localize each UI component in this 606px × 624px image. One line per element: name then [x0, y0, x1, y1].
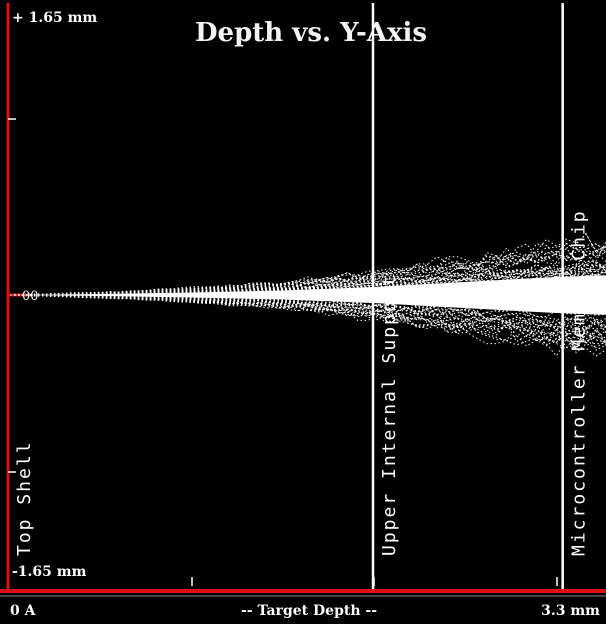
trace-path	[9, 294, 606, 318]
x-axis-label: -- Target Depth --	[241, 603, 377, 619]
trace-path	[10, 290, 606, 296]
layer-label: Top Shell	[14, 440, 35, 556]
trace-path	[9, 246, 606, 296]
trace-path	[9, 294, 606, 330]
trace-path	[9, 263, 606, 296]
trace-path	[9, 254, 606, 296]
trace-path	[9, 267, 606, 296]
layer-boundaries: Top Shell Upper Internal Support Microcont…	[14, 3, 590, 589]
trace-path	[9, 294, 606, 344]
x-max-label: 3.3 mm	[541, 603, 600, 619]
trace-path	[10, 294, 606, 303]
trace-path	[9, 271, 606, 296]
trace-path	[10, 288, 606, 296]
layer-label: Microcontroller Memory Chip	[569, 209, 590, 556]
chart-title: Depth vs. Y-Axis	[195, 18, 427, 48]
x-min-label: 0 A	[10, 603, 37, 619]
trace-path	[9, 294, 606, 350]
trace-path	[9, 294, 606, 343]
trace-path	[9, 294, 606, 316]
trace-path	[10, 294, 606, 301]
trace-path	[9, 245, 606, 296]
trace-path	[10, 294, 606, 301]
trace-path	[9, 243, 606, 296]
y-min-label: -1.65 mm	[12, 564, 87, 580]
trace-path	[9, 247, 606, 296]
trace-path	[9, 294, 606, 311]
depth-spread-trace	[9, 232, 606, 357]
trace-path	[9, 233, 606, 296]
trace-path	[9, 232, 606, 296]
trace-path	[9, 262, 606, 296]
trace-path	[9, 249, 606, 296]
y-max-label: + 1.65 mm	[12, 10, 97, 26]
trace-path	[9, 294, 606, 348]
layer-label: Upper Internal Support	[379, 274, 400, 556]
trace-path	[10, 294, 606, 303]
trace-path	[9, 294, 606, 357]
zero-label: 00	[22, 289, 39, 304]
trace-path	[9, 271, 606, 296]
